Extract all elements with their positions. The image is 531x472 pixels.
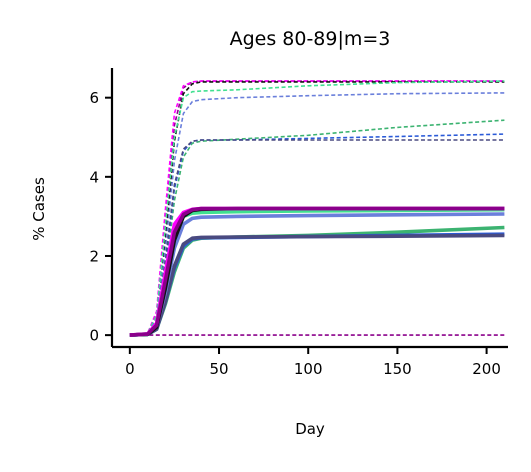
solid-series-line-10 bbox=[129, 232, 505, 337]
y-tick-label: 6 bbox=[89, 89, 99, 107]
x-tick-label: 200 bbox=[472, 360, 501, 378]
solid-series-line-15 bbox=[129, 206, 505, 337]
x-tick-label: 100 bbox=[294, 360, 323, 378]
x-tick-label: 150 bbox=[383, 360, 412, 378]
y-tick-label: 0 bbox=[89, 327, 99, 345]
x-tick-label: 50 bbox=[209, 360, 228, 378]
axes-layer: 0 50 100 150 200 0 2 4 6 bbox=[89, 68, 508, 378]
dashed-series-line-3 bbox=[129, 80, 505, 336]
dashed-series-line-4 bbox=[129, 92, 505, 336]
x-axis-label: Day bbox=[295, 420, 325, 438]
y-tick-label: 2 bbox=[89, 247, 99, 265]
y-axis-label: % Cases bbox=[30, 177, 48, 241]
y-tick-label: 4 bbox=[89, 168, 99, 186]
series-layer bbox=[129, 80, 505, 337]
solid-series-line-11 bbox=[129, 233, 505, 337]
solid-series-line-12 bbox=[129, 212, 505, 337]
solid-series-line-16 bbox=[129, 206, 505, 337]
chart-title: Ages 80-89|m=3 bbox=[230, 28, 391, 50]
dashed-series-line-2 bbox=[129, 81, 505, 336]
dashed-series-line-5 bbox=[129, 119, 505, 336]
x-tick-label: 0 bbox=[125, 360, 135, 378]
solid-series-line-14 bbox=[129, 206, 505, 337]
